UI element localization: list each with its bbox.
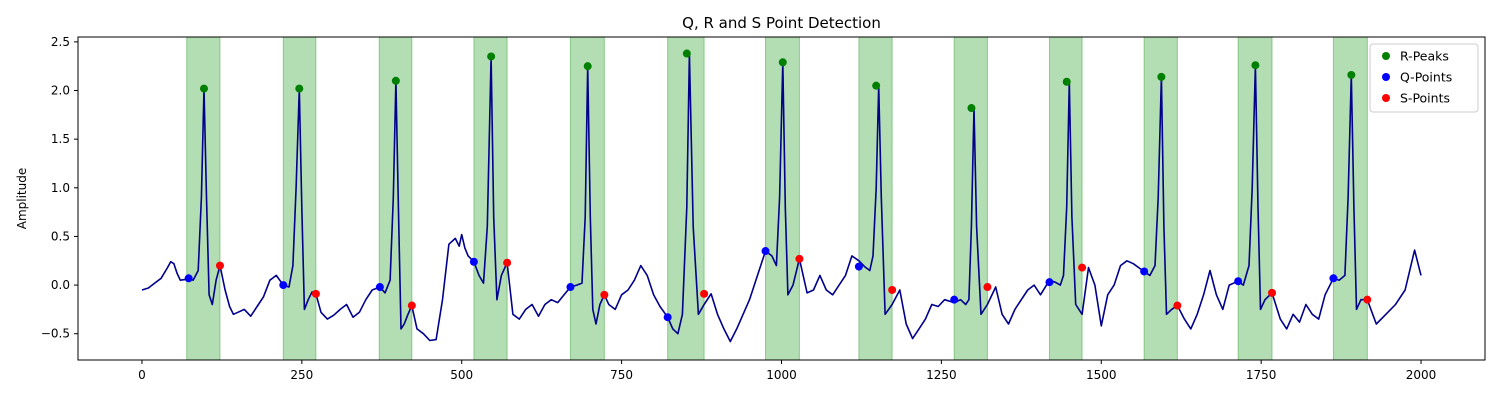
qrs-region <box>473 36 508 361</box>
r-peak <box>1157 72 1166 81</box>
q-point <box>1140 267 1149 276</box>
q-point <box>761 247 770 256</box>
y-tick-label: 2.5 <box>51 35 70 49</box>
r-peak <box>778 58 787 67</box>
r-peak <box>967 104 976 113</box>
q-point <box>854 262 863 271</box>
r-peak <box>391 76 400 85</box>
legend-box <box>1369 43 1479 113</box>
legend-marker <box>1382 73 1390 81</box>
legend: R-Peaks Q-Points S-Points <box>1369 43 1479 113</box>
x-tick-label: 1750 <box>1246 368 1277 382</box>
s-point <box>407 301 416 310</box>
x-tick-label: 2000 <box>1406 368 1437 382</box>
qrs-regions <box>186 36 1368 361</box>
y-tick-label: −0.5 <box>41 327 70 341</box>
x-tick-label: 500 <box>450 368 473 382</box>
y-axis-label: Amplitude <box>15 168 29 230</box>
r-peak <box>872 81 881 90</box>
qrs-region <box>858 36 893 361</box>
q-point <box>663 313 672 322</box>
s-point <box>215 261 224 270</box>
s-point <box>795 254 804 263</box>
x-tick-label: 1500 <box>1086 368 1117 382</box>
s-point <box>311 289 320 298</box>
legend-label: S-Points <box>1400 91 1450 106</box>
x-tick-label: 250 <box>290 368 313 382</box>
r-peak <box>583 62 592 71</box>
x-tick-label: 750 <box>610 368 633 382</box>
q-point <box>1329 274 1338 283</box>
q-point <box>566 283 575 292</box>
x-axis-ticks: 0 250 500 750 1000 1250 1500 1750 2000 <box>138 360 1436 382</box>
x-tick-label: 0 <box>138 368 146 382</box>
s-point <box>1268 288 1277 297</box>
q-point <box>184 274 193 283</box>
chart-title: Q, R and S Point Detection <box>682 14 881 32</box>
r-peak <box>295 84 304 93</box>
s-point <box>983 283 992 292</box>
q-point <box>279 281 288 290</box>
y-tick-label: 1.0 <box>51 181 70 195</box>
legend-marker <box>1382 52 1390 60</box>
y-tick-label: 0.5 <box>51 229 70 243</box>
r-peak <box>487 52 496 61</box>
x-tick-label: 1000 <box>766 368 797 382</box>
s-point <box>600 290 609 299</box>
s-point <box>1363 295 1372 304</box>
r-peak <box>199 84 208 93</box>
y-tick-label: 0.0 <box>51 278 70 292</box>
legend-label: R-Peaks <box>1400 49 1449 64</box>
r-peak <box>682 49 691 58</box>
s-point <box>1078 263 1087 272</box>
y-tick-label: 2.0 <box>51 84 70 98</box>
legend-marker <box>1382 94 1390 102</box>
q-point <box>1234 277 1243 286</box>
legend-label: Q-Points <box>1400 70 1452 85</box>
q-point <box>469 257 478 266</box>
q-point <box>375 283 384 292</box>
r-peak <box>1062 77 1071 86</box>
s-point <box>700 289 709 298</box>
x-tick-label: 1250 <box>926 368 957 382</box>
s-point <box>888 285 897 294</box>
s-point <box>1173 301 1182 310</box>
y-tick-label: 1.5 <box>51 132 70 146</box>
q-point <box>950 295 959 304</box>
y-axis-ticks: −0.5 0.0 0.5 1.0 1.5 2.0 2.5 <box>41 35 78 341</box>
points-layer <box>184 49 1372 322</box>
s-point <box>503 258 512 267</box>
q-point <box>1045 278 1054 287</box>
r-peak <box>1251 61 1260 70</box>
r-peak <box>1347 70 1356 79</box>
